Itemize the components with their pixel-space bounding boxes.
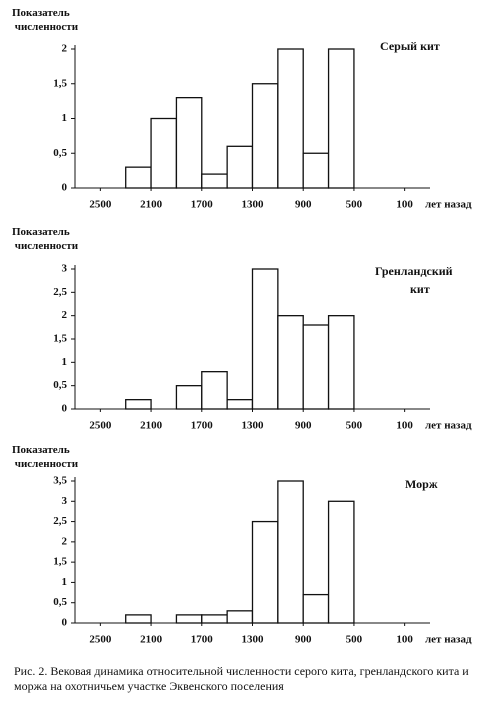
annotation: Морж (405, 477, 438, 491)
y-tick-label: 2 (62, 535, 68, 547)
figure: Показатель численности Серый кит 0 0,5 1 1,5 2… (12, 7, 472, 646)
y-tick-label: 1,5 (53, 333, 67, 345)
bar (150, 117, 178, 189)
y-tick-label: 3 (62, 495, 68, 507)
x-tick-label: 1300 (242, 199, 265, 211)
annotation: Серый кит (380, 39, 440, 53)
bar (226, 610, 254, 624)
bar (277, 480, 304, 624)
x-tick-label: 2500 (89, 634, 112, 646)
annotation: Гренландский (375, 264, 453, 278)
x-tick-label: 500 (346, 634, 363, 646)
bar (201, 371, 228, 410)
x-tick-label: 2100 (140, 420, 163, 432)
x-tick-label: 2100 (140, 634, 163, 646)
bar (226, 399, 254, 410)
bar (327, 48, 355, 189)
y-tick-label: 1,5 (53, 77, 67, 89)
y-tick-label: 0 (62, 617, 68, 629)
bar (251, 83, 279, 189)
x-tick-label: 500 (346, 420, 363, 432)
y-tick-label: 0 (62, 403, 68, 415)
x-tick-label: 2500 (89, 199, 112, 211)
y-tick-label: 1 (62, 576, 68, 588)
bar (302, 593, 330, 624)
y-tick-label: 3 (62, 263, 68, 275)
bar (251, 268, 279, 410)
x-tick-label: 900 (295, 634, 312, 646)
x-tick-label: 1300 (242, 634, 265, 646)
x-tick-label: 500 (346, 199, 363, 211)
y-tick-label: 2 (62, 309, 68, 321)
bar (175, 614, 203, 624)
bar (327, 315, 355, 410)
bar (125, 166, 152, 189)
x-axis-label: лет назад (425, 634, 472, 646)
x-tick-label: 900 (295, 420, 312, 432)
y-tick-label: 3,5 (53, 475, 67, 487)
x-tick-label: 900 (295, 199, 312, 211)
x-tick-label: 1700 (191, 420, 214, 432)
bar (277, 315, 304, 410)
bar (175, 97, 203, 189)
x-tick-label: 100 (396, 199, 413, 211)
y-axis-label: Показатель численности (12, 226, 79, 252)
y-tick-label: 2 (62, 43, 68, 55)
bar (251, 520, 279, 624)
x-tick-label: 1700 (191, 634, 214, 646)
y-tick-label: 1,5 (53, 556, 67, 568)
x-axis-label: лет назад (425, 199, 472, 211)
y-tick-label: 0,5 (53, 596, 67, 608)
annotation: кит (410, 282, 430, 296)
y-tick-label: 2,5 (53, 515, 67, 527)
y-axis-label: Показатель численности (12, 444, 79, 470)
bar (277, 48, 304, 189)
x-tick-label: 1700 (191, 199, 214, 211)
x-tick-label: 2500 (89, 420, 112, 432)
y-tick-label: 2,5 (53, 286, 67, 298)
y-axis-label: Показатель численности (12, 7, 79, 33)
x-tick-label: 1300 (242, 420, 265, 432)
bar (175, 385, 203, 410)
bar (327, 500, 355, 624)
y-tick-label: 0,5 (53, 147, 67, 159)
x-tick-label: 100 (396, 420, 413, 432)
y-tick-label: 0,5 (53, 379, 67, 391)
x-axis-label: лет назад (425, 420, 472, 432)
x-tick-label: 100 (396, 634, 413, 646)
y-tick-label: 0 (62, 182, 68, 194)
y-tick-label: 1 (62, 356, 68, 368)
bar (226, 145, 254, 189)
bar (125, 399, 152, 410)
bar (302, 324, 330, 410)
bar (125, 614, 152, 624)
bar (201, 614, 228, 624)
caption: Рис. 2. Вековая динамика относительной ч… (14, 664, 469, 693)
x-tick-label: 2100 (140, 199, 163, 211)
bar (302, 152, 330, 189)
bar (201, 173, 228, 189)
y-tick-label: 1 (62, 112, 68, 124)
